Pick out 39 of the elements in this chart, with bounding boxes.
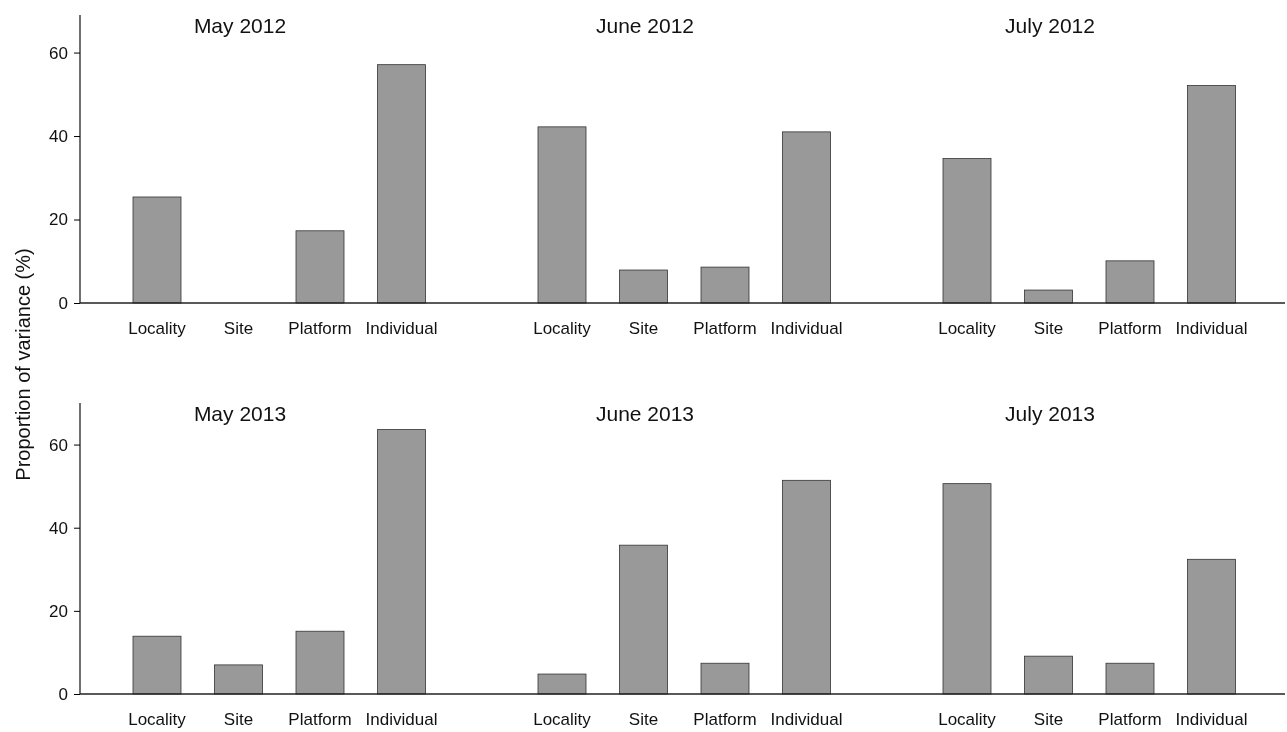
y-tick-label: 0 (58, 684, 68, 704)
y-tick-label: 20 (49, 210, 68, 230)
x-tick-label: Individual (1175, 710, 1248, 729)
annotation: June 2012 (595, 14, 695, 37)
y-tick-label: 60 (49, 435, 68, 455)
x-tick-label: Platform (288, 710, 352, 729)
annotation: July 2012 (1005, 14, 1095, 37)
x-tick-label: Locality (128, 319, 187, 338)
y-tick-label: 40 (49, 518, 68, 538)
y-tick-label: 40 (49, 126, 68, 146)
x-tick-label: Site (628, 319, 659, 338)
annotation: June 2013 (595, 402, 695, 425)
x-tick-label: Site (628, 710, 659, 729)
annotation: July 2013 (1005, 402, 1095, 425)
x-tick-label: Site (223, 710, 254, 729)
y-tick-label: 20 (49, 601, 68, 621)
x-tick-label: Platform (1098, 710, 1162, 729)
x-tick-label: Individual (770, 710, 843, 729)
x-tick-label: Individual (1175, 319, 1248, 338)
x-tick-label: Locality (533, 710, 592, 729)
x-tick-label: Platform (693, 710, 757, 729)
x-tick-label: Individual (365, 710, 438, 729)
y-axis-title: Proportion of variance (%) (12, 248, 34, 481)
y-tick-label: 0 (58, 293, 68, 313)
x-tick-label: Individual (770, 319, 843, 338)
annotation: May 2013 (193, 402, 287, 425)
x-tick-label: Platform (1098, 319, 1162, 338)
x-tick-label: Locality (128, 710, 187, 729)
x-tick-label: Site (223, 319, 254, 338)
x-tick-label: Individual (365, 319, 438, 338)
y-tick-label: 60 (49, 43, 68, 63)
x-tick-label: Locality (938, 319, 997, 338)
x-tick-label: Locality (533, 319, 592, 338)
x-tick-label: Site (1033, 710, 1064, 729)
x-tick-label: Platform (288, 319, 352, 338)
annotation: May 2012 (193, 14, 287, 37)
x-tick-label: Platform (693, 319, 757, 338)
x-tick-label: Locality (938, 710, 997, 729)
x-tick-label: Site (1033, 319, 1064, 338)
